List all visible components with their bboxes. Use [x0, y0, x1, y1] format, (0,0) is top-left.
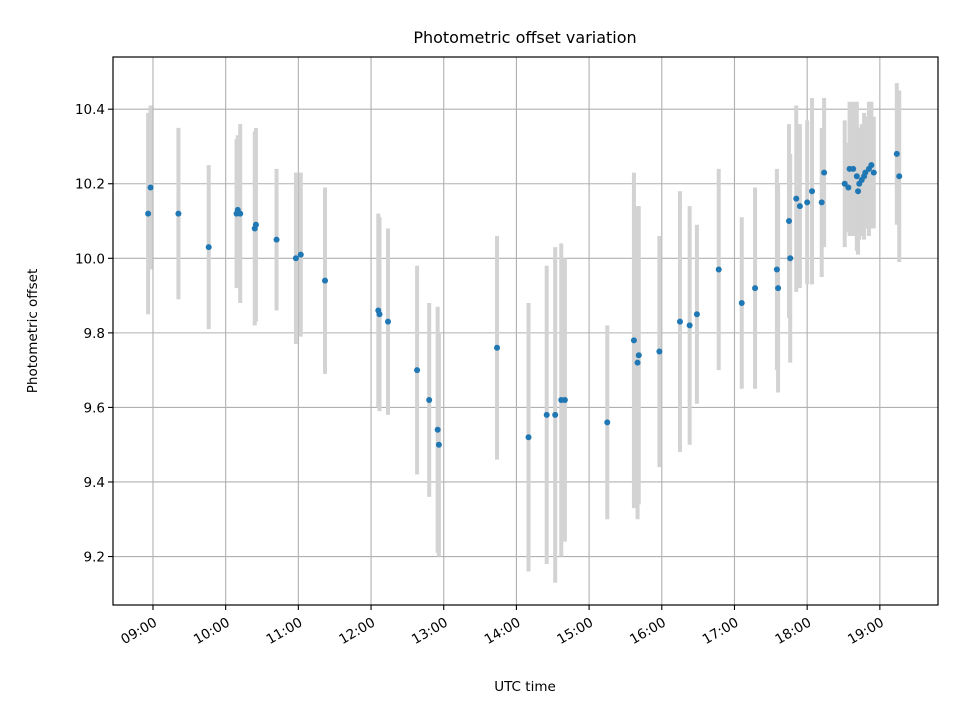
y-tick-label: 9.6 — [84, 400, 105, 416]
data-point — [376, 311, 383, 318]
y-tick-label: 10.4 — [75, 102, 105, 118]
data-point — [543, 411, 550, 418]
data-point — [809, 188, 816, 195]
plot-frame — [112, 56, 939, 606]
data-point — [205, 244, 212, 251]
data-point — [853, 173, 860, 180]
data-point — [237, 210, 244, 217]
data-point — [893, 150, 900, 157]
data-point — [862, 169, 869, 176]
data-point — [561, 396, 568, 403]
data-point — [525, 434, 532, 441]
data-point — [693, 311, 700, 318]
data-point — [426, 396, 433, 403]
data-point — [793, 195, 800, 202]
x-axis-label: UTC time — [494, 679, 556, 695]
data-point — [676, 318, 683, 325]
data-points — [145, 150, 903, 448]
chart-title: Photometric offset variation — [413, 28, 636, 47]
data-point — [804, 199, 811, 206]
data-point — [414, 367, 421, 374]
y-tick-label: 10.2 — [75, 177, 105, 193]
data-point — [297, 251, 304, 258]
data-point — [841, 180, 848, 187]
grid — [113, 57, 938, 605]
data-point — [796, 203, 803, 210]
data-point — [821, 169, 828, 176]
data-point — [434, 426, 441, 433]
data-point — [175, 210, 182, 217]
data-point — [435, 441, 442, 448]
y-axis-ticks: 9.2 9.4 9.6 9.8 10.0 10.2 10.4 — [75, 102, 113, 566]
data-point — [845, 184, 852, 191]
data-point — [145, 210, 152, 217]
data-point — [752, 285, 759, 292]
data-point — [604, 419, 611, 426]
data-point — [252, 221, 259, 228]
data-point — [292, 255, 299, 262]
data-point — [656, 348, 663, 355]
y-tick-label: 10.0 — [75, 251, 105, 267]
data-point — [494, 344, 501, 351]
data-point — [818, 199, 825, 206]
data-point — [787, 255, 794, 262]
data-point — [322, 277, 329, 284]
data-point — [773, 266, 780, 273]
data-point — [385, 318, 391, 325]
data-point — [147, 184, 154, 191]
data-point — [686, 322, 693, 329]
data-point — [785, 218, 792, 225]
data-point — [635, 352, 642, 359]
y-axis-label: Photometric offset — [25, 269, 41, 393]
data-point — [552, 411, 559, 418]
data-point — [855, 188, 862, 195]
y-tick-label: 9.4 — [84, 475, 105, 491]
data-point — [630, 337, 637, 344]
data-point — [634, 359, 641, 366]
y-tick-label: 9.2 — [84, 550, 105, 566]
data-point — [775, 285, 782, 292]
data-point — [868, 162, 875, 169]
data-point — [850, 165, 857, 172]
y-tick-label: 9.8 — [84, 326, 105, 342]
data-point — [738, 300, 745, 307]
data-point — [870, 169, 877, 176]
data-point — [273, 236, 280, 243]
data-point — [715, 266, 722, 273]
data-point — [896, 173, 903, 180]
